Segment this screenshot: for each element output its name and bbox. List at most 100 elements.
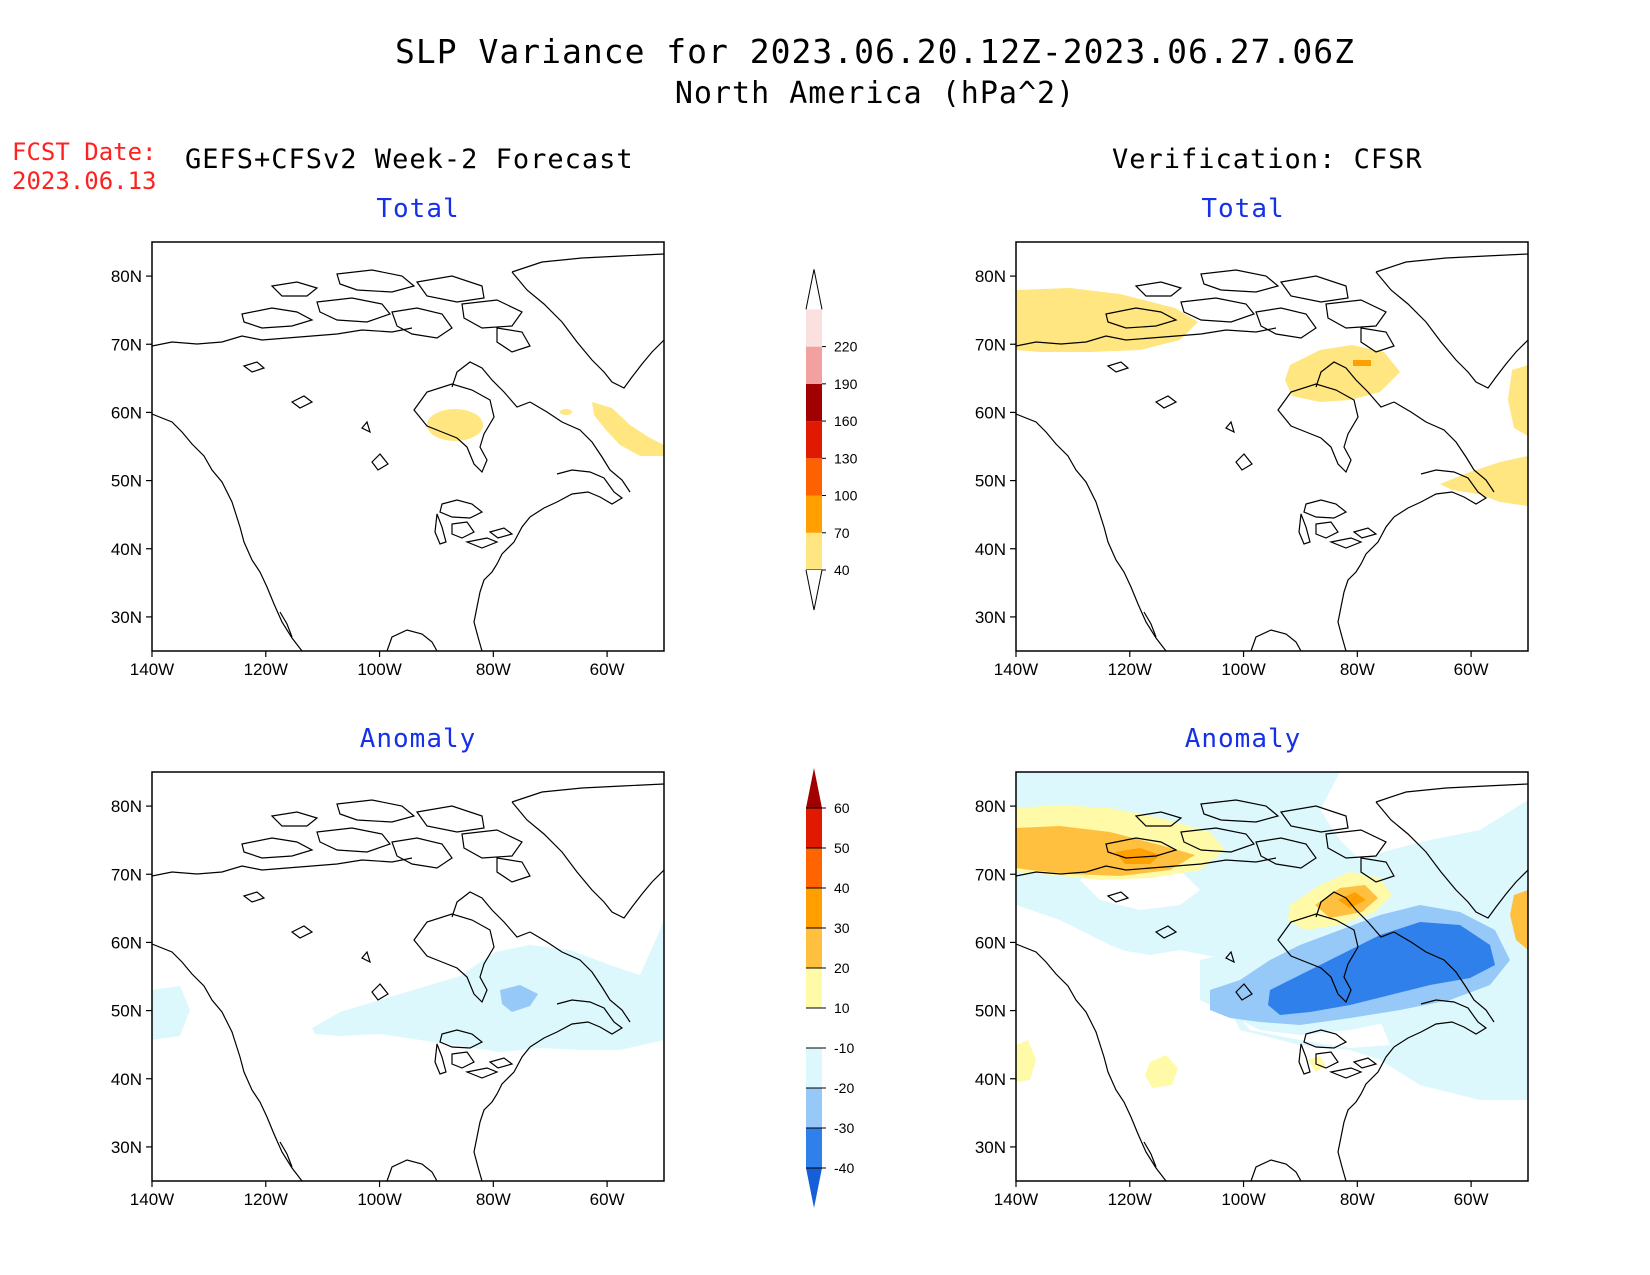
colorbar-box (806, 928, 822, 968)
verification-column-title: Verification: CFSR (1112, 144, 1423, 175)
colorbar-label: -40 (834, 1160, 854, 1176)
colorbar-anomaly: -40 -30 -20 -10 10 20 30 40 50 60 (806, 768, 854, 1208)
anomaly-region (1016, 905, 1528, 1181)
lon-tick-label: 120W (244, 660, 288, 679)
lon-tick-label: 100W (357, 1190, 401, 1209)
lon-tick-label: 60W (590, 660, 625, 679)
colorbar-label: 100 (834, 488, 858, 504)
lat-tick-label: 30N (975, 608, 1006, 627)
anomaly-region (1115, 848, 1160, 864)
main-subtitle: North America (hPa^2) (674, 76, 1076, 111)
map-panel-verification-total (1015, 241, 1529, 652)
lon-tick-label: 120W (244, 1190, 288, 1209)
fcst-date: FCST Date: 2023.06.13 (12, 138, 157, 196)
colorbar-box (806, 458, 822, 496)
panel-title-forecast-anomaly: Anomaly (359, 724, 477, 754)
colorbar-label: 160 (834, 413, 858, 429)
panel-title-forecast-total: Total (376, 194, 460, 224)
colorbar-label: 220 (834, 339, 858, 355)
variance-region (1440, 456, 1528, 506)
lat-tick-label: 30N (111, 608, 142, 627)
anomaly-region (1145, 1055, 1178, 1088)
lon-tick-label: 140W (994, 1190, 1038, 1209)
anomaly-region (500, 985, 538, 1012)
fcst-date-value: 2023.06.13 (12, 167, 157, 195)
anomaly-region (152, 986, 190, 1040)
lon-tick-label: 60W (1454, 1190, 1489, 1209)
colorbar-label: 130 (834, 450, 858, 466)
lon-tick-label: 100W (1221, 660, 1265, 679)
colorbar-label: 10 (834, 1000, 850, 1016)
anomaly-region (1338, 892, 1366, 908)
lat-tick-label: 80N (975, 797, 1006, 816)
lon-tick-label: 60W (590, 1190, 625, 1209)
lat-tick-label: 30N (975, 1138, 1006, 1157)
lat-tick-label: 60N (111, 403, 142, 422)
anomaly-region (1320, 772, 1528, 860)
variance-region (1508, 365, 1528, 436)
colorbar-label: 60 (834, 800, 850, 816)
colorbar-end (805, 269, 823, 310)
variance-region (560, 409, 572, 415)
colorbar-box (806, 383, 822, 422)
variance-region (1353, 360, 1371, 366)
colorbar-end (805, 569, 823, 611)
lat-tick-label: 60N (111, 933, 142, 952)
colorbar-box (806, 968, 822, 1008)
lon-tick-label: 80W (1340, 660, 1375, 679)
panel-title-verification-total: Total (1201, 194, 1285, 224)
lat-tick-label: 50N (975, 1002, 1006, 1021)
map-axes: 80N 70N 60N 50N 40N 30N 140W 120W 100W 80W 60W 80N 7… (111, 267, 1489, 1209)
lon-tick-label: 100W (357, 660, 401, 679)
variance-region (1285, 345, 1400, 402)
map-panel-forecast-total (151, 241, 665, 652)
variance-region (427, 409, 483, 441)
main-title: SLP Variance for 2023.06.20.12Z-2023.06.… (395, 32, 1355, 71)
lat-tick-label: 40N (111, 1070, 142, 1089)
lon-tick-label: 140W (130, 660, 174, 679)
lat-tick-label: 40N (975, 540, 1006, 559)
colorbar-box (806, 495, 822, 533)
colorbar-label: 40 (834, 880, 850, 896)
lat-tick-label: 70N (111, 335, 142, 354)
lat-tick-label: 60N (975, 933, 1006, 952)
colorbar-end (806, 1168, 822, 1208)
colorbar-box (806, 309, 822, 347)
anomaly-region (1268, 922, 1495, 1015)
colorbar-label: -30 (834, 1120, 854, 1136)
colorbar-label: 20 (834, 960, 850, 976)
colorbar-box (806, 1088, 822, 1128)
anomaly-region (1016, 1040, 1036, 1082)
colorbar-box (806, 1048, 822, 1088)
lat-tick-label: 50N (975, 472, 1006, 491)
lon-tick-label: 120W (1108, 660, 1152, 679)
colorbar-label: 40 (834, 562, 850, 578)
colorbar-box (806, 848, 822, 888)
lat-tick-label: 50N (111, 1002, 142, 1021)
lat-tick-label: 60N (975, 403, 1006, 422)
lat-tick-label: 70N (111, 865, 142, 884)
lat-tick-label: 80N (111, 267, 142, 286)
colorbar-box (806, 888, 822, 928)
lon-tick-label: 80W (476, 1190, 511, 1209)
lat-tick-label: 30N (111, 1138, 142, 1157)
lon-tick-label: 140W (994, 660, 1038, 679)
map-panel-forecast-anomaly (151, 771, 665, 1182)
colorbar-label: 70 (834, 525, 850, 541)
fcst-date-label: FCST Date: (12, 138, 157, 166)
lon-tick-label: 60W (1454, 660, 1489, 679)
colorbar-box (806, 532, 822, 570)
lon-tick-label: 80W (1340, 1190, 1375, 1209)
forecast-column-title: GEFS+CFSv2 Week-2 Forecast (185, 144, 634, 175)
lat-tick-label: 50N (111, 472, 142, 491)
colorbar-box (806, 808, 822, 848)
anomaly-region (1510, 890, 1528, 950)
lon-tick-label: 140W (130, 1190, 174, 1209)
colorbar-total: 40 70 100 130 160 190 220 (805, 269, 858, 611)
colorbar-box (806, 1128, 822, 1168)
colorbar-label: 190 (834, 376, 858, 392)
lon-tick-label: 120W (1108, 1190, 1152, 1209)
colorbar-box (806, 421, 822, 459)
lat-tick-label: 70N (975, 335, 1006, 354)
